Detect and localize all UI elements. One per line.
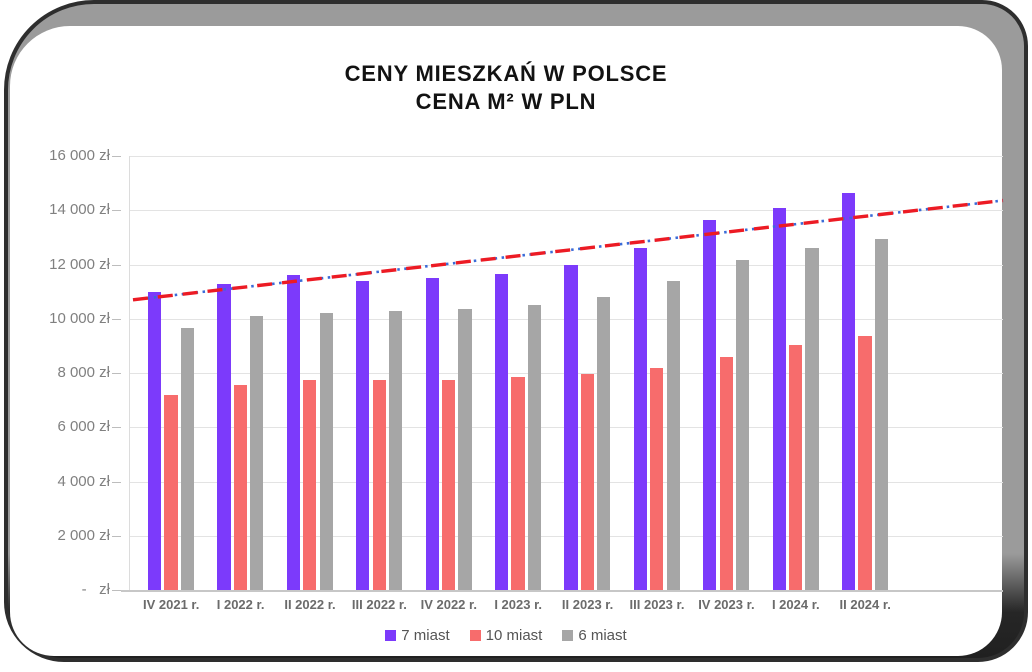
bar-10-miast-II-2024-r. (858, 336, 872, 590)
y-axis-tick (112, 264, 121, 266)
bar-7-miast-II-2024-r. (842, 192, 856, 590)
x-axis-label: IV 2023 r. (698, 597, 755, 612)
y-axis-tick (112, 535, 121, 537)
trendline (132, 198, 1004, 302)
gridline (130, 210, 1003, 212)
legend-label-10-miast: 10 miast (485, 627, 543, 644)
x-axis-label: IV 2021 r. (142, 597, 200, 612)
x-axis-line (121, 590, 1003, 592)
x-axis-label: III 2022 r. (351, 597, 407, 612)
y-axis-label: 12 000 zł (49, 255, 110, 273)
bar-10-miast-IV-2023-r. (719, 356, 733, 590)
bar-6-miast-II-2024-r. (874, 238, 888, 590)
legend-swatch-7-miast (385, 630, 397, 641)
bar-10-miast-I-2023-r. (511, 376, 525, 590)
legend-item-6-miast: 6 miast (562, 627, 627, 644)
x-axis-label: IV 2022 r. (420, 597, 477, 612)
y-axis-label: 8 000 zł (57, 364, 110, 381)
bar-7-miast-I-2023-r. (495, 274, 509, 590)
bar-6-miast-III-2023-r. (666, 280, 680, 590)
legend-label-7-miast: 7 miast (401, 627, 450, 644)
y-axis-label: 10 000 zł (49, 309, 110, 327)
bar-7-miast-III-2022-r. (356, 280, 370, 590)
bar-10-miast-IV-2022-r. (442, 379, 456, 590)
bar-7-miast-IV-2023-r. (703, 219, 717, 590)
y-axis-tick (112, 427, 121, 429)
trendline-dashed-red (132, 198, 1004, 302)
bar-7-miast-IV-2021-r. (148, 291, 162, 590)
chart-title: CENY MIESZKAŃ W POLSCE CENA M² W PLN (10, 60, 1002, 116)
bar-7-miast-IV-2022-r. (425, 278, 439, 590)
y-axis-label: 14 000 zł (49, 201, 110, 219)
y-axis-label: - zł (81, 581, 110, 598)
y-axis-line (129, 156, 130, 590)
x-axis-label: II 2023 r. (561, 597, 614, 612)
chart-title-line1: CENY MIESZKAŃ W POLSCE (344, 61, 668, 86)
chart-card: CENY MIESZKAŃ W POLSCE CENA M² W PLN 16 … (10, 26, 1004, 656)
chart-legend: 7 miast 10 miast 6 miast (10, 627, 1002, 644)
bar-6-miast-IV-2021-r. (180, 328, 194, 590)
bar-10-miast-III-2023-r. (650, 367, 664, 590)
y-axis-tick (112, 318, 121, 320)
legend-item-10-miast: 10 miast (469, 627, 543, 644)
legend-item-7-miast: 7 miast (385, 627, 450, 644)
bar-10-miast-IV-2021-r. (164, 394, 178, 590)
legend-label-6-miast: 6 miast (578, 627, 627, 644)
x-axis-label: I 2022 r. (216, 597, 265, 612)
bar-7-miast-III-2023-r. (633, 248, 647, 590)
bar-10-miast-II-2023-r. (580, 374, 594, 590)
bar-6-miast-IV-2022-r. (458, 309, 472, 590)
bar-10-miast-I-2024-r. (789, 344, 803, 590)
x-axis-label: II 2024 r. (839, 597, 891, 612)
bar-7-miast-II-2023-r. (564, 264, 578, 590)
y-axis-tick (112, 210, 121, 212)
gridline (130, 156, 1003, 157)
legend-swatch-10-miast (469, 630, 481, 641)
chart-title-line2: CENA M² W PLN (415, 89, 597, 114)
y-axis-tick (112, 590, 121, 591)
bar-7-miast-I-2022-r. (217, 283, 231, 590)
y-axis-label: 16 000 zł (49, 147, 110, 164)
legend-swatch-6-miast (562, 630, 574, 641)
bar-7-miast-II-2022-r. (286, 275, 300, 590)
bar-6-miast-II-2022-r. (319, 313, 333, 590)
bar-6-miast-II-2023-r. (597, 297, 611, 590)
bar-6-miast-I-2024-r. (805, 248, 819, 590)
y-axis-label: 4 000 zł (57, 472, 110, 490)
bar-7-miast-I-2024-r. (772, 207, 786, 590)
bar-6-miast-I-2023-r. (527, 305, 541, 590)
bar-6-miast-I-2022-r. (250, 316, 264, 590)
bar-10-miast-II-2022-r. (303, 379, 317, 590)
y-axis-label: 6 000 zł (57, 418, 110, 436)
y-axis-label: 2 000 zł (57, 526, 110, 544)
y-axis-tick (112, 481, 121, 483)
x-axis-label: I 2023 r. (494, 597, 543, 612)
x-axis-label: II 2022 r. (284, 597, 336, 612)
y-axis-tick (112, 156, 121, 157)
bar-10-miast-I-2022-r. (233, 385, 247, 590)
x-axis-label: I 2024 r. (771, 597, 820, 612)
x-axis-label: III 2023 r. (629, 597, 685, 612)
y-axis-tick (112, 373, 121, 374)
bar-6-miast-III-2022-r. (389, 311, 403, 590)
bar-6-miast-IV-2023-r. (736, 260, 750, 590)
bar-10-miast-III-2022-r. (372, 379, 386, 590)
